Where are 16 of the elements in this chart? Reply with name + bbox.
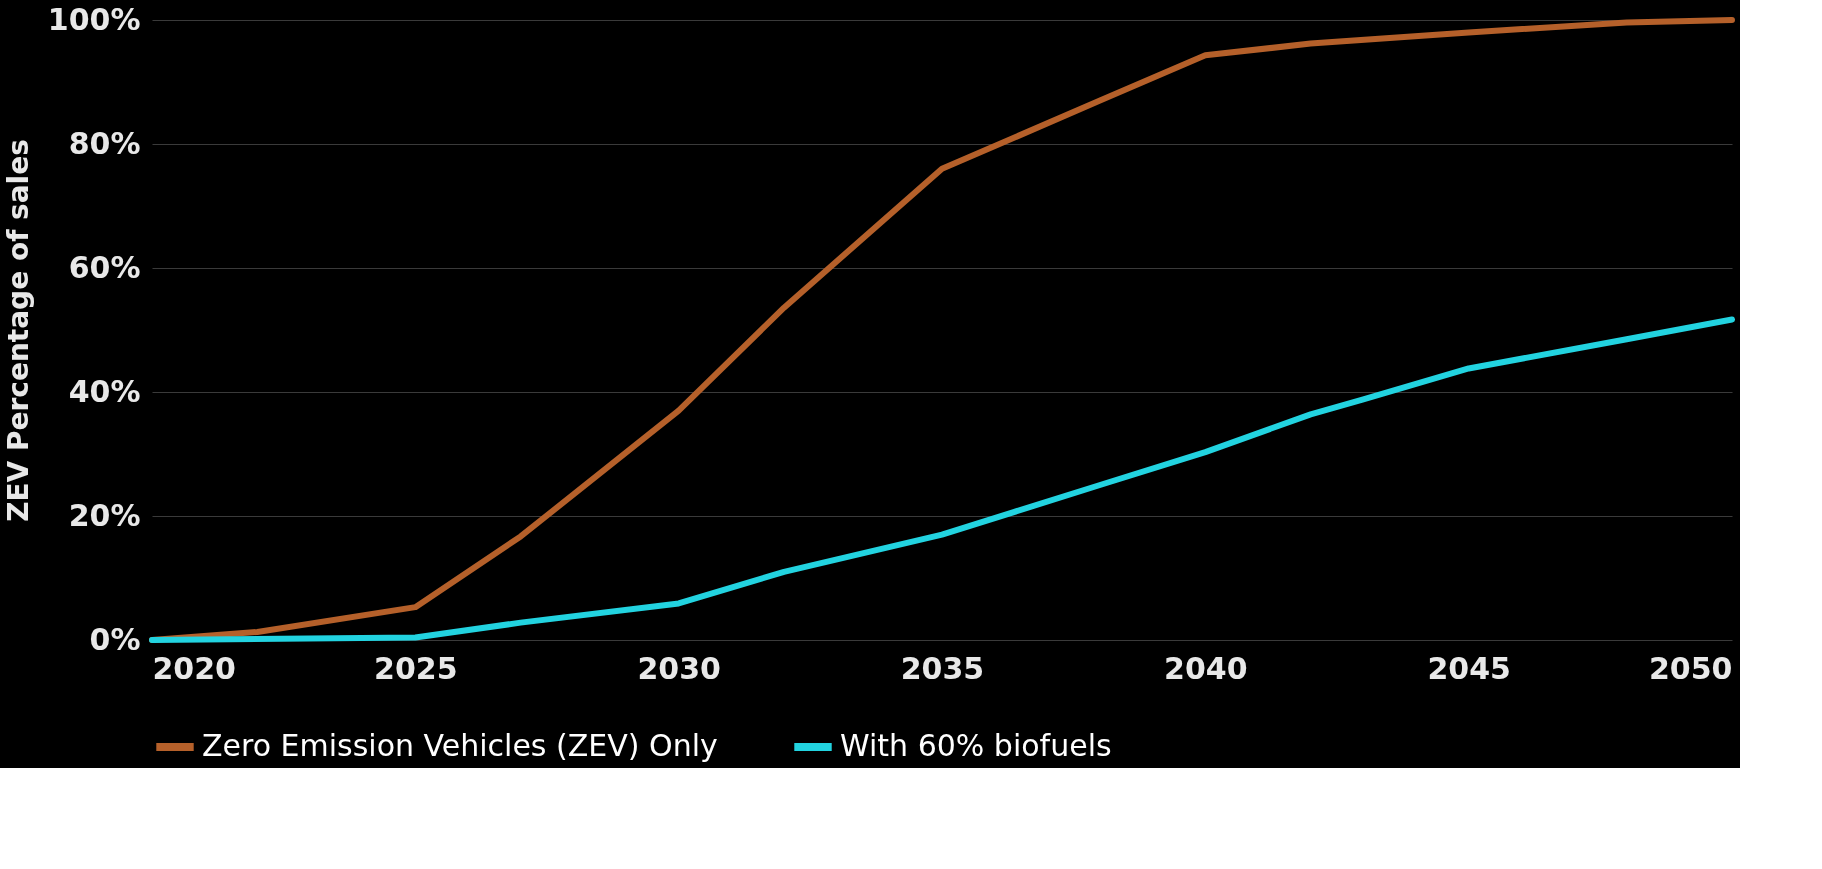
legend-label: With 60% biofuels: [840, 728, 1112, 763]
y-tick-label: 0%: [89, 621, 141, 657]
x-tick-label: 2030: [637, 650, 721, 686]
x-tick-label: 2040: [1164, 650, 1248, 686]
y-axis-title: ZEV Percentage of sales: [1, 139, 35, 522]
x-tick-label: 2045: [1427, 650, 1511, 686]
x-tick-label: 2035: [900, 650, 985, 686]
y-tick-label: 100%: [47, 1, 141, 37]
x-tick-label: 2020: [152, 650, 236, 686]
x-tick-label: 2025: [374, 650, 458, 686]
legend-label: Zero Emission Vehicles (ZEV) Only: [202, 728, 718, 763]
y-tick-label: 60%: [68, 249, 141, 285]
x-tick-label: 2050: [1649, 650, 1733, 686]
y-tick-label: 20%: [68, 497, 141, 533]
y-tick-label: 80%: [68, 125, 141, 161]
y-tick-label: 40%: [68, 373, 141, 409]
